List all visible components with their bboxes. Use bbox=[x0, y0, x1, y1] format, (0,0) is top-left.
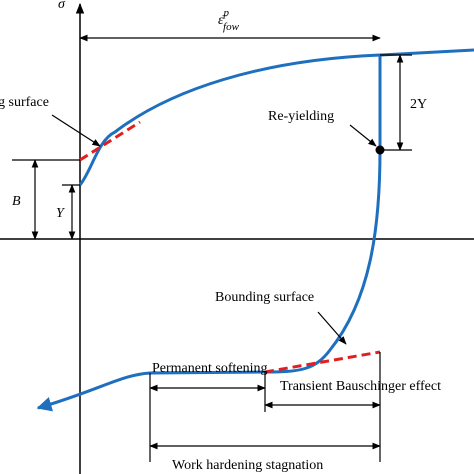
pointer bbox=[349, 124, 377, 147]
annotation: g surface bbox=[0, 95, 49, 110]
pointer bbox=[317, 311, 347, 345]
annotation: Work hardening stagnation bbox=[172, 458, 323, 473]
pointer bbox=[51, 114, 101, 147]
dimension-label: 2Y bbox=[410, 97, 427, 112]
axis-label: σ bbox=[58, 0, 66, 12]
dimension-label: ε̄p fow bbox=[218, 7, 240, 33]
surface-dashed bbox=[79, 120, 141, 162]
annotation: Re-yielding bbox=[268, 109, 334, 124]
reverse-curve bbox=[36, 55, 382, 412]
annotation: Transient Bauschinger effect bbox=[280, 379, 441, 394]
loading-curve bbox=[78, 48, 474, 186]
dimension-label: B bbox=[12, 194, 21, 209]
surface-dashed bbox=[264, 350, 381, 374]
annotation: Bounding surface bbox=[215, 290, 314, 305]
annotation: Permanent softening bbox=[152, 361, 267, 376]
dimension-label: Y bbox=[56, 206, 66, 221]
